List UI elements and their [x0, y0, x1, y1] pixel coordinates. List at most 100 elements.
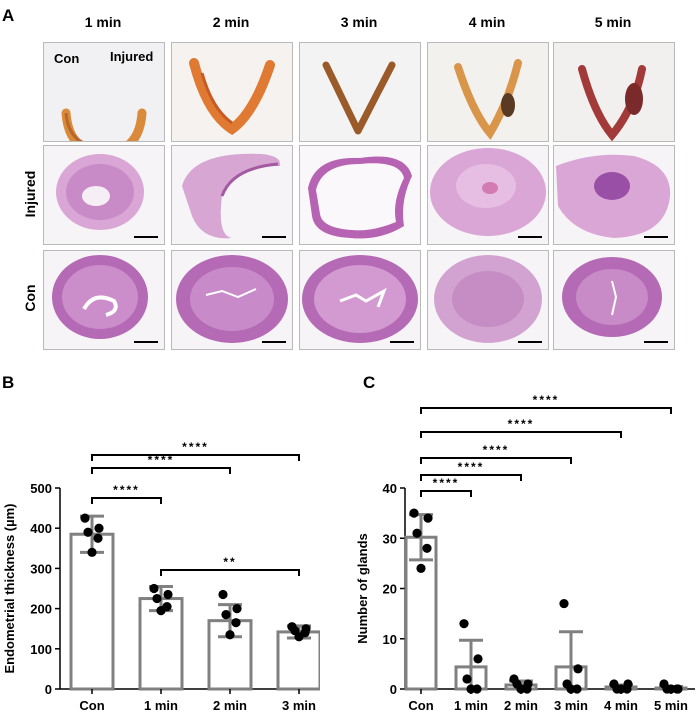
x-tick-label: 1 min [144, 698, 178, 713]
data-point [87, 547, 97, 557]
data-point [149, 583, 159, 594]
y-tick-label: 0 [45, 682, 52, 697]
data-point [83, 527, 93, 537]
significance-bracket [420, 407, 672, 414]
histology-con-3min [299, 250, 421, 350]
uterus-photo-1min: Con Injured [43, 42, 165, 142]
scale-bar [644, 236, 668, 238]
significance-label: **** [533, 393, 560, 407]
y-tick-label: 0 [390, 682, 397, 697]
significance-bracket [420, 457, 572, 464]
x-tick-label: 3 min [554, 698, 588, 713]
column-header-2min: 2 min [212, 14, 250, 30]
photo-label-con: Con [54, 51, 80, 66]
histology-con-4min [427, 250, 549, 350]
significance-label: **** [458, 460, 485, 474]
y-axis-label: Endometrial thickness (µm) [2, 503, 17, 673]
data-point [221, 610, 231, 620]
uterus-photo-3min [299, 42, 421, 142]
significance-bracket [91, 454, 300, 461]
data-point [462, 674, 472, 684]
histology-injured-3min-graphic [308, 156, 412, 239]
uterus-photo-2min-graphic [189, 58, 275, 136]
data-point [559, 598, 569, 609]
scale-bar [134, 236, 158, 238]
column-header-5min: 5 min [594, 14, 632, 30]
histology-injured-1min [43, 145, 165, 245]
panel-b-letter: B [2, 373, 15, 392]
column-header-3min: 3 min [340, 14, 378, 30]
data-point [156, 606, 166, 616]
significance-bracket [91, 497, 162, 504]
x-tick-label: 1 min [454, 698, 488, 713]
histology-con-1min [43, 250, 165, 350]
significance-label: **** [113, 483, 140, 497]
data-point [218, 589, 228, 600]
uterus-photo-3min-graphic [322, 61, 396, 135]
histology-con-1min-graphic [52, 255, 148, 339]
data-point [80, 513, 90, 523]
significance-label: ** [223, 555, 236, 569]
significance-bracket [91, 467, 231, 474]
x-tick-label: Con [79, 698, 104, 713]
data-point [423, 513, 433, 523]
data-point [163, 589, 173, 600]
x-tick-label: 4 min [604, 698, 638, 713]
data-point [294, 632, 304, 642]
histology-con-2min-graphic [176, 255, 288, 343]
significance-label: **** [148, 453, 175, 467]
y-tick-label: 20 [383, 582, 397, 597]
significance-bracket [420, 431, 622, 438]
y-tick-label: 300 [30, 561, 52, 576]
data-point [152, 593, 162, 604]
significance-label: **** [182, 440, 209, 454]
y-axis-label: Number of glands [355, 533, 370, 644]
column-header-1min: 1 min [84, 14, 122, 30]
panel-c-letter: C [363, 373, 376, 392]
histology-injured-5min-graphic [556, 154, 671, 238]
row-label-con: Con [22, 284, 38, 312]
photo-label-injured: Injured [110, 49, 154, 64]
data-point [473, 654, 483, 664]
histology-con-5min-graphic [562, 257, 662, 337]
histology-injured-5min [553, 145, 675, 245]
column-header-4min: 4 min [468, 14, 506, 30]
scale-bar [518, 341, 542, 343]
significance-label: **** [433, 476, 460, 490]
significance-bracket [160, 569, 300, 576]
panel-a-letter: A [2, 6, 15, 25]
chart-endometrial-thickness: 0 100 200 300 400 500 Endometrial thickness (µ… [2, 440, 320, 713]
y-tick-label: 40 [383, 481, 397, 496]
data-point [412, 528, 422, 538]
data-point [225, 630, 235, 640]
histology-injured-1min-graphic [56, 154, 144, 230]
histology-injured-4min-graphic [430, 148, 546, 236]
histology-con-3min-graphic [302, 255, 418, 343]
y-tick-label: 100 [30, 642, 52, 657]
histology-con-2min [171, 250, 293, 350]
y-tick-label: 400 [30, 521, 52, 536]
data-point [422, 543, 432, 553]
data-point [409, 508, 419, 518]
y-tick-label: 200 [30, 602, 52, 617]
histology-injured-2min [171, 145, 293, 245]
scale-bar [262, 341, 286, 343]
histology-con-4min-graphic [434, 255, 542, 343]
data-point [93, 533, 103, 543]
x-tick-label: 3 min [282, 698, 316, 713]
significance-label: **** [483, 443, 510, 457]
uterus-photo-5min-graphic [578, 65, 646, 141]
histology-con-5min [553, 250, 675, 350]
chart-number-of-glands: 0 10 20 30 40 Number of glands Con 1 min 2 min 3 … [355, 393, 695, 713]
bar [69, 532, 115, 691]
data-point [232, 604, 242, 614]
y-tick-label: 30 [383, 531, 397, 546]
x-tick-label: 2 min [504, 698, 538, 713]
histology-injured-3min [299, 145, 421, 245]
scale-bar [262, 236, 286, 238]
y-tick-label: 10 [383, 632, 397, 647]
data-point [416, 563, 426, 573]
row-label-injured: Injured [22, 170, 38, 218]
uterus-photo-5min [553, 42, 675, 142]
data-point [231, 618, 241, 628]
